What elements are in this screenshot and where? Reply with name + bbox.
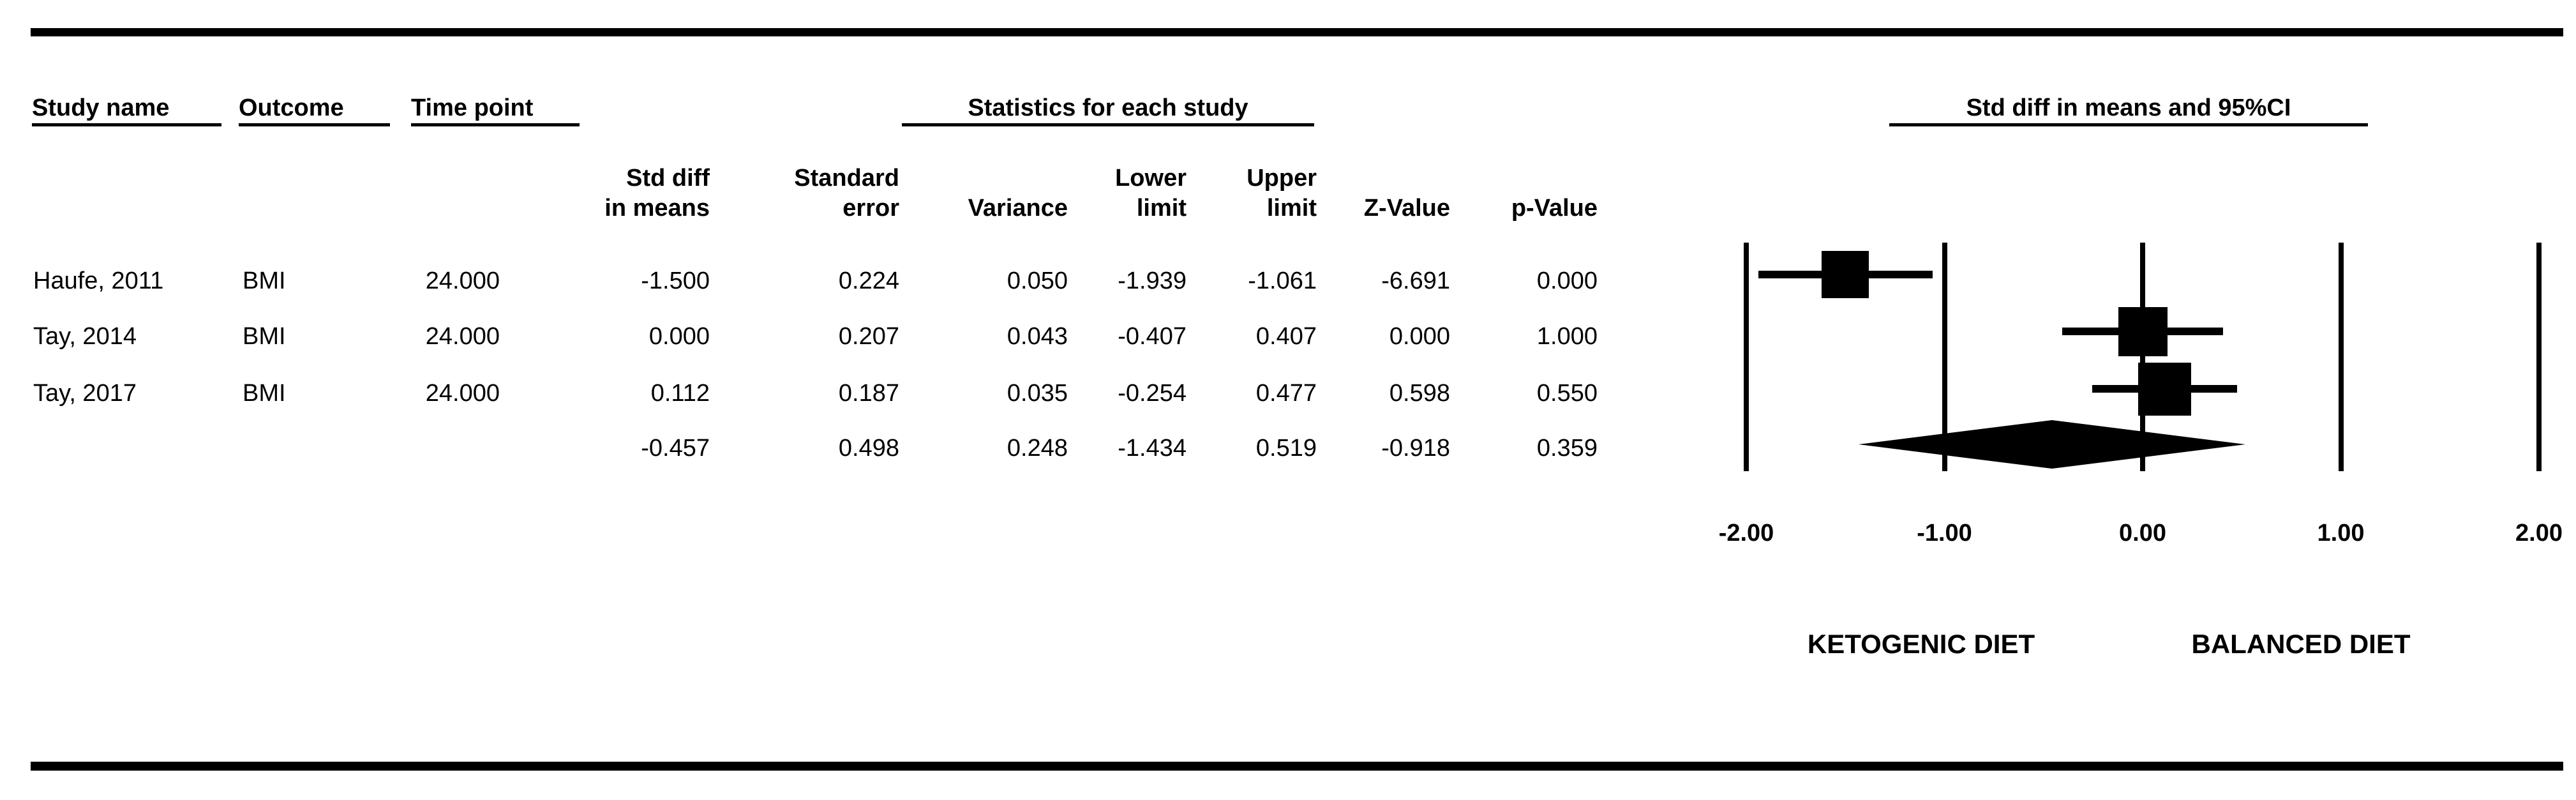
time-point-cell: 24.000 [425,323,500,350]
standard-error-cell: 0.187 [838,380,899,407]
column-header-z-value: Z-Value [1363,195,1450,222]
time-point-cell: 24.000 [425,380,500,407]
upper-limit-cell: 0.477 [1255,380,1317,407]
p-value-cell: 0.359 [1536,435,1598,462]
axis-line [2536,243,2542,471]
summary-diamond [1858,420,2246,469]
lower-limit-cell: -1.434 [1118,435,1187,462]
top-rule [31,28,2563,36]
effect-square [1822,251,1869,298]
std-diff-cell: -0.457 [641,435,710,462]
standard-error-cell: 0.498 [838,435,899,462]
favours-right-label: BALANCED DIET [2191,629,2411,659]
outcome-cell: BMI [243,268,286,294]
bottom-rule [31,762,2563,771]
upper-limit-cell: 0.519 [1255,435,1317,462]
column-header-p-value: p-Value [1511,195,1598,222]
std-diff-cell: 0.000 [648,323,710,350]
upper-limit-cell: 0.407 [1255,323,1317,350]
variance-cell: 0.248 [1007,435,1068,462]
x-tick-label: 1.00 [2317,520,2365,547]
study-name-cell: Tay, 2014 [33,323,137,350]
favours-left-label: KETOGENIC DIET [1807,629,2035,659]
column-header-variance: Variance [968,195,1068,222]
x-tick-label: 0.00 [2119,520,2166,547]
p-value-cell: 1.000 [1536,323,1598,350]
axis-line [2140,243,2145,471]
z-value-cell: 0.598 [1389,380,1450,407]
x-tick-label: -2.00 [1718,520,1774,547]
variance-cell: 0.043 [1007,323,1068,350]
standard-error-cell: 0.224 [838,268,899,294]
std-diff-cell: -1.500 [641,268,710,294]
lower-limit-cell: -0.254 [1118,380,1187,407]
column-header-std-diff-in-means: Std diff in means [604,165,710,222]
z-value-cell: -6.691 [1381,268,1450,294]
header-outcome: Outcome [239,95,390,126]
header-plot-title: Std diff in means and 95%CI [1889,95,2368,126]
outcome-cell: BMI [243,380,286,407]
lower-limit-cell: -1.939 [1118,268,1187,294]
effect-square [2118,306,2168,356]
std-diff-cell: 0.112 [650,380,710,407]
time-point-cell: 24.000 [425,268,500,294]
outcome-cell: BMI [243,323,286,350]
axis-line [1744,243,1749,471]
x-tick-label: -1.00 [1917,520,1972,547]
header-time-point: Time point [411,95,580,126]
x-tick-label: 2.00 [2515,520,2563,547]
column-header-upper-limit: Upper limit [1247,165,1317,222]
effect-square [2138,362,2192,416]
p-value-cell: 0.000 [1536,268,1598,294]
column-header-lower-limit: Lower limit [1115,165,1187,222]
axis-line [1942,243,1947,471]
header-statistics-group: Statistics for each study [902,95,1314,126]
header-study-name: Study name [32,95,221,126]
lower-limit-cell: -0.407 [1118,323,1187,350]
z-value-cell: 0.000 [1389,323,1450,350]
study-name-cell: Tay, 2017 [33,380,137,407]
column-header-standard-error: Standard error [794,165,899,222]
axis-line [2338,243,2344,471]
p-value-cell: 0.550 [1536,380,1598,407]
upper-limit-cell: -1.061 [1248,268,1317,294]
z-value-cell: -0.918 [1381,435,1450,462]
variance-cell: 0.050 [1007,268,1068,294]
variance-cell: 0.035 [1007,380,1068,407]
standard-error-cell: 0.207 [838,323,899,350]
study-name-cell: Haufe, 2011 [33,268,164,294]
